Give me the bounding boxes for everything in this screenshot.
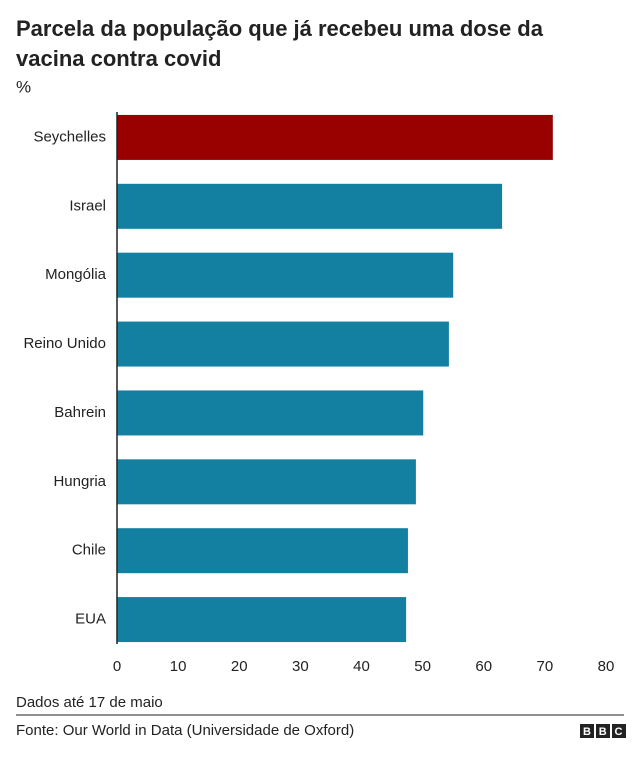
bar: [117, 114, 553, 160]
y-tick-label: Hungria: [53, 473, 106, 490]
note: Dados até 17 de maio: [16, 694, 163, 711]
bar: [117, 321, 449, 367]
x-tick-label: 10: [170, 658, 187, 675]
x-tick-label: 40: [353, 658, 370, 675]
x-tick-label: 50: [414, 658, 431, 675]
bar: [117, 183, 503, 229]
y-tick-label: Seychelles: [33, 128, 106, 145]
bar: [117, 459, 416, 505]
logo-box: [612, 724, 626, 738]
bar: [117, 252, 454, 298]
y-tick-label: Chile: [72, 542, 106, 559]
x-tick-label: 20: [231, 658, 248, 675]
x-tick-label: 60: [475, 658, 492, 675]
y-tick-label: EUA: [75, 611, 106, 628]
logo-box: [596, 724, 610, 738]
bar: [117, 390, 424, 436]
bar: [117, 528, 408, 574]
bar: [117, 597, 407, 643]
y-tick-label: Mongólia: [45, 266, 107, 283]
x-tick-label: 30: [292, 658, 309, 675]
x-tick-label: 70: [537, 658, 554, 675]
subtitle: %: [16, 77, 31, 96]
y-tick-label: Reino Unido: [23, 335, 106, 352]
source: Fonte: Our World in Data (Universidade d…: [16, 722, 354, 739]
logo-box: [580, 724, 594, 738]
y-tick-label: Bahrein: [54, 404, 106, 421]
x-tick-label: 80: [598, 658, 615, 675]
y-tick-label: Israel: [69, 197, 106, 214]
chart-title: Parcela da população que já recebeu uma …: [16, 16, 543, 71]
logo: BBC: [583, 726, 630, 738]
x-tick-label: 0: [113, 658, 121, 675]
